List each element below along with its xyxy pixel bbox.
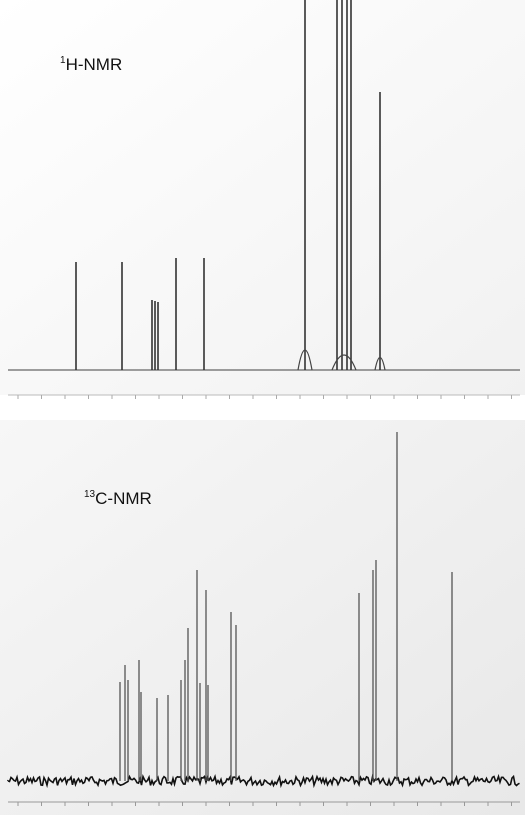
c-spectrum [7,432,520,806]
c-panel-bg [0,420,525,815]
c-sup: 13 [84,489,96,500]
h-panel-bg [0,0,525,395]
h-spectrum [8,0,520,399]
c-nmr-label: 13C-NMR [84,489,152,508]
h-text: H-NMR [66,55,123,74]
h-sup: 1 [60,55,66,66]
noisy-baseline [7,773,520,789]
c-text: C-NMR [95,489,152,508]
h-nmr-label: 1H-NMR [60,55,122,74]
peak-foot [297,349,386,371]
